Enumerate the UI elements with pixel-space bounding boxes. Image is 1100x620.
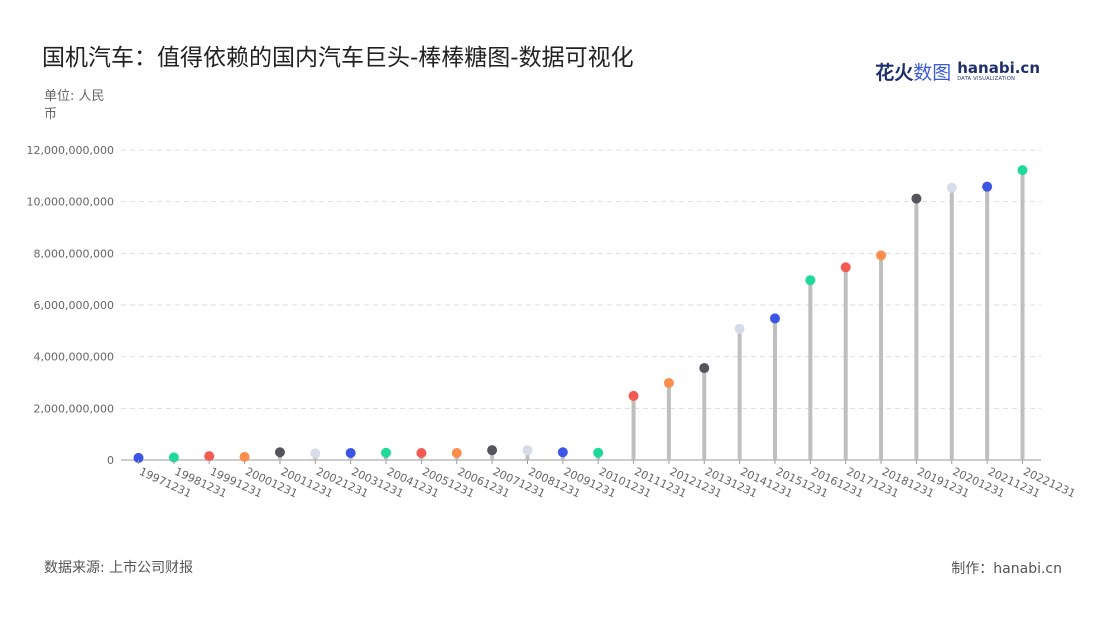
lollipop-dot [911,193,922,204]
lollipop-dot [628,390,639,401]
lollipop-dot [345,448,356,459]
lollipop-dot [840,262,851,273]
y-tick-label: 6,000,000,000 [34,299,114,312]
grid-layer [121,149,1041,461]
unit-label: 单位: 人民币 [44,89,105,122]
lollipop-dot [381,447,392,458]
y-axis: 0 2,000,000,000 4,000,000,000 6,000,000,000… [27,144,114,467]
lollipop-dot [1017,165,1028,176]
x-axis: 1997123119981231199912312000123120011231… [137,460,1077,500]
lollipop-dot [876,250,887,261]
y-tick-label: 2,000,000,000 [34,402,114,415]
lollipop-dot [133,452,144,463]
lollipop-dot [982,181,993,192]
data-source-label: 数据来源: 上市公司财报 [44,560,194,576]
lollipop-dot [557,447,568,458]
credit-label: 制作：hanabi.cn [951,561,1062,577]
y-tick-label: 12,000,000,000 [27,144,114,157]
lollipop-dot [699,363,710,374]
y-tick-label: 8,000,000,000 [34,247,114,260]
lollipop-dot [946,182,957,193]
lollipop-dot [522,445,533,456]
lollipop-dot [168,452,179,463]
y-tick-label: 10,000,000,000 [27,196,114,209]
lollipop-dot [734,323,745,334]
y-tick-label: 0 [107,454,114,467]
brand-logo: 花火数图 hanabi.cn DATA VISUALIZATION [875,58,1040,85]
stick-layer [136,170,1025,460]
lollipop-dot [274,447,285,458]
lollipop-dot [451,448,462,459]
y-tick-label: 4,000,000,000 [34,351,114,364]
lollipop-dot [593,447,604,458]
lollipop-dot [487,445,498,456]
lollipop-dot [663,378,674,389]
lollipop-dot [416,448,427,459]
brand-cn-name: 花火数图 [875,62,952,84]
lollipop-dot [310,448,321,459]
lollipop-dot [805,275,816,286]
lollipop-dot [239,451,250,462]
lollipop-dot [769,313,780,324]
lollipop-dot [204,451,215,462]
chart-title: 国机汽车：值得依赖的国内汽车巨头-棒棒糖图-数据可视化 [42,45,634,71]
brand-en-name: hanabi.cn DATA VISUALIZATION [957,59,1040,82]
dot-layer [133,165,1028,463]
